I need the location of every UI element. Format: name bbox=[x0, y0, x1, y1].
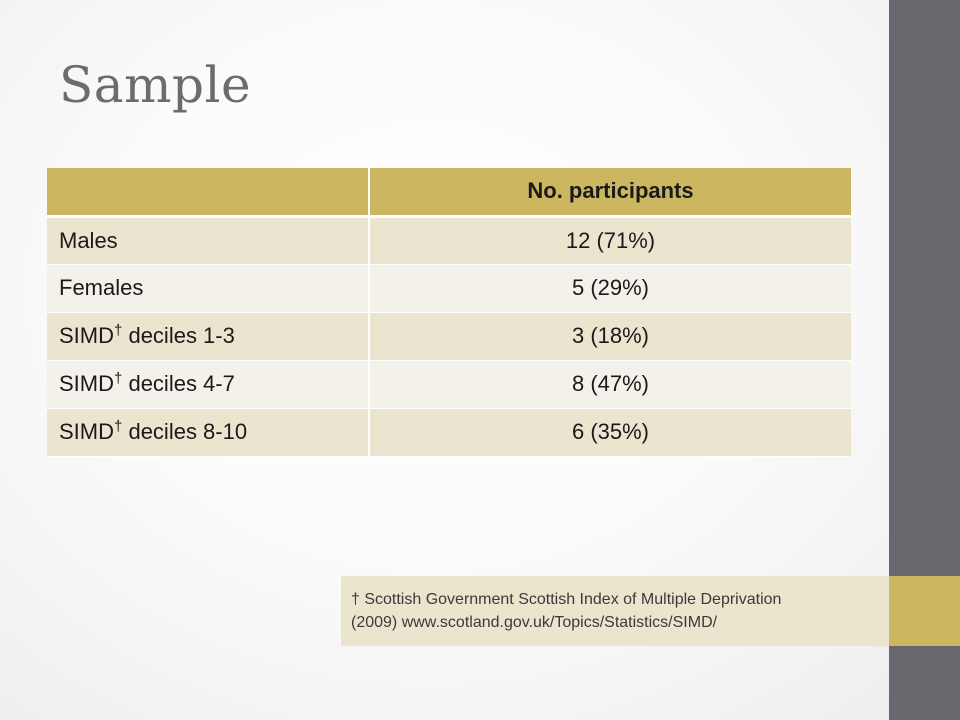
row-value-simd-8-10: 6 (35%) bbox=[369, 408, 851, 457]
header-empty-cell bbox=[47, 168, 370, 218]
table-row: SIMD† deciles 8-10 6 (35%) bbox=[47, 408, 851, 457]
header-participants: No. participants bbox=[369, 168, 851, 218]
dagger-mark: † bbox=[114, 418, 123, 435]
dagger-mark: † bbox=[114, 322, 123, 339]
footnote-line-1: † Scottish Government Scottish Index of … bbox=[351, 591, 782, 608]
row-label-simd-1-3: SIMD† deciles 1-3 bbox=[47, 312, 370, 361]
footnote-box: † Scottish Government Scottish Index of … bbox=[341, 576, 889, 646]
table-row: Males 12 (71%) bbox=[47, 216, 851, 265]
row-label-males: Males bbox=[47, 216, 370, 265]
table-row: Females 5 (29%) bbox=[47, 264, 851, 313]
row-label-females: Females bbox=[47, 264, 370, 313]
footnote-line-2: (2009) www.scotland.gov.uk/Topics/Statis… bbox=[351, 614, 718, 631]
row-value-males: 12 (71%) bbox=[369, 216, 851, 265]
table-row: SIMD† deciles 1-3 3 (18%) bbox=[47, 312, 851, 361]
footnote-accent-tab bbox=[889, 576, 960, 646]
table-header-row: No. participants bbox=[47, 168, 851, 218]
participants-table: No. participants Males 12 (71%) Females … bbox=[47, 168, 851, 457]
dagger-mark: † bbox=[114, 370, 123, 387]
row-value-simd-1-3: 3 (18%) bbox=[369, 312, 851, 361]
slide-title: Sample bbox=[59, 56, 252, 114]
row-label-simd-4-7: SIMD† deciles 4-7 bbox=[47, 360, 370, 409]
row-value-simd-4-7: 8 (47%) bbox=[369, 360, 851, 409]
row-label-simd-8-10: SIMD† deciles 8-10 bbox=[47, 408, 370, 457]
row-value-females: 5 (29%) bbox=[369, 264, 851, 313]
table-row: SIMD† deciles 4-7 8 (47%) bbox=[47, 360, 851, 409]
